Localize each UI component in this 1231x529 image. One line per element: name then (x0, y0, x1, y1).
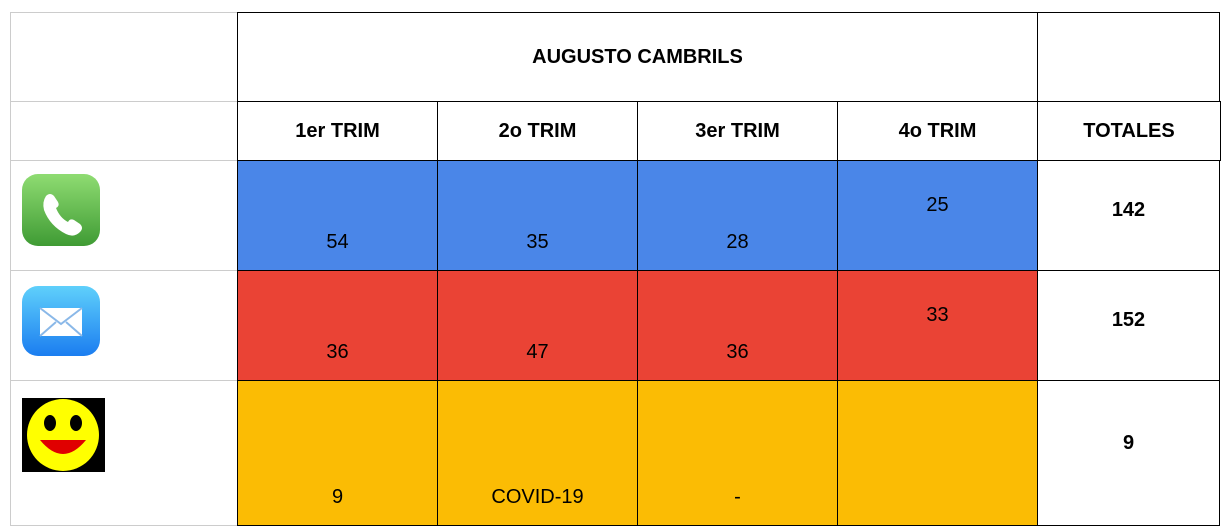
value-cell: COVID-19 (437, 380, 638, 526)
mail-icon (22, 286, 100, 356)
value-cell: 47 (437, 270, 638, 381)
value-cell: 36 (237, 270, 438, 381)
smiley-icon (22, 398, 105, 472)
value-cell: 35 (437, 160, 638, 271)
phone-icon (22, 174, 100, 246)
total-cell: 9 (1037, 380, 1220, 526)
value-cell: 33 (837, 270, 1038, 381)
value-cell: - (637, 380, 838, 526)
empty-cell (837, 380, 1038, 526)
value-cell: 54 (237, 160, 438, 271)
value-cell: 36 (637, 270, 838, 381)
